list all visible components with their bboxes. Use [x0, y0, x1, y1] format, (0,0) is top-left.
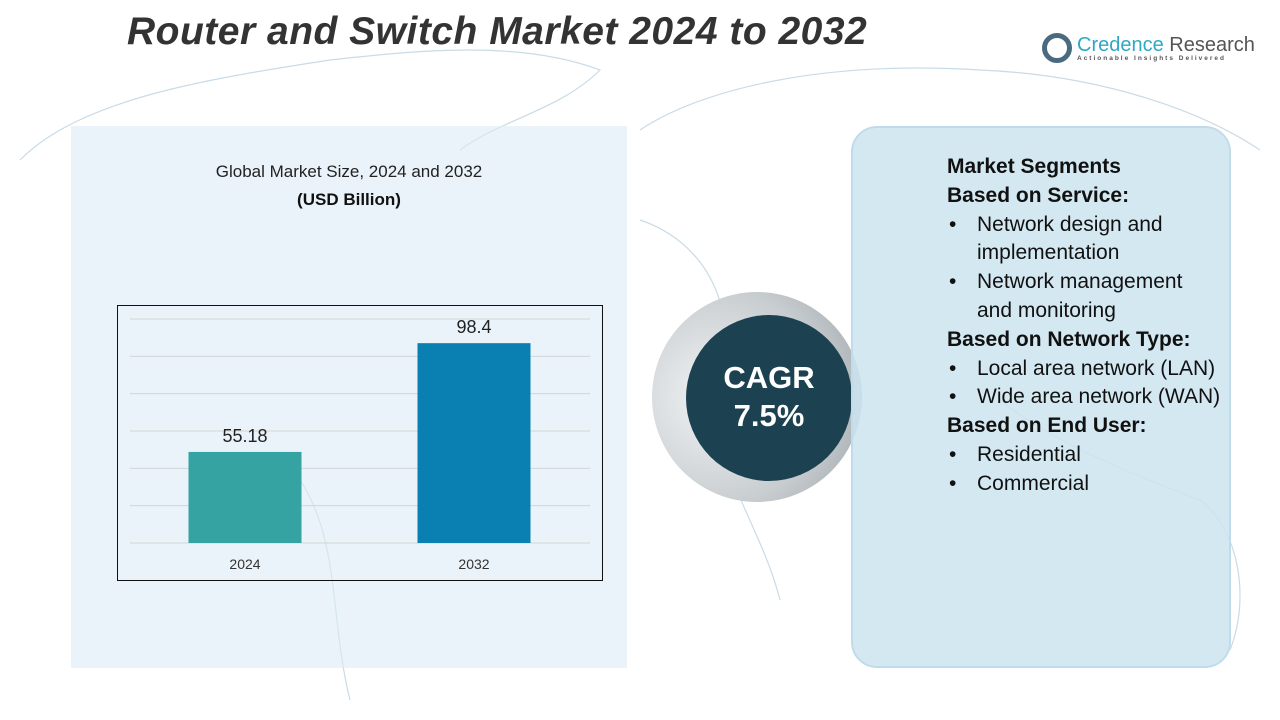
- bar-2024: [188, 451, 302, 543]
- segment-item: Residential: [947, 441, 1222, 470]
- group-title: Based on Network Type:: [947, 327, 1191, 351]
- chart-title: Global Market Size, 2024 and 2032: [215, 162, 483, 181]
- data-label: 98.4: [456, 317, 491, 337]
- segments-heading: Market Segments: [947, 155, 1121, 178]
- logo-bar-chart-icon: [1042, 33, 1072, 63]
- logo-tagline: Actionable Insights Delivered: [1077, 54, 1227, 62]
- segment-item: Network management and monitoring: [947, 268, 1222, 326]
- group-title: Based on End User:: [947, 414, 1147, 438]
- segment-item: Commercial: [947, 470, 1222, 499]
- chart-panel: [71, 126, 627, 668]
- segment-item: Wide area network (WAN): [947, 383, 1222, 412]
- logo-name-a: Credence: [1077, 33, 1164, 56]
- cagr-label: CAGR: [723, 360, 815, 395]
- logo-name-b: Research: [1163, 33, 1255, 56]
- page-title: Router and Switch Market 2024 to 2032: [127, 10, 868, 53]
- cagr-value: 7.5%: [733, 398, 805, 433]
- x-tick-label: 2024: [229, 556, 260, 572]
- cagr-badge: CAGR 7.5%: [686, 315, 852, 481]
- market-segments: Market Segments Based on Service: Networ…: [947, 153, 1222, 499]
- group-title: Based on Service:: [947, 183, 1130, 207]
- credence-research-logo: Credence Research Actionable Insights De…: [1042, 33, 1255, 63]
- data-label: 55.18: [222, 426, 267, 446]
- x-tick-label: 2032: [458, 556, 489, 572]
- chart-frame: [117, 305, 603, 581]
- bar-2032: [417, 343, 531, 543]
- segment-item: Local area network (LAN): [947, 355, 1222, 384]
- chart-subtitle: (USD Billion): [297, 190, 401, 209]
- segment-item: Network design and implementation: [947, 211, 1222, 269]
